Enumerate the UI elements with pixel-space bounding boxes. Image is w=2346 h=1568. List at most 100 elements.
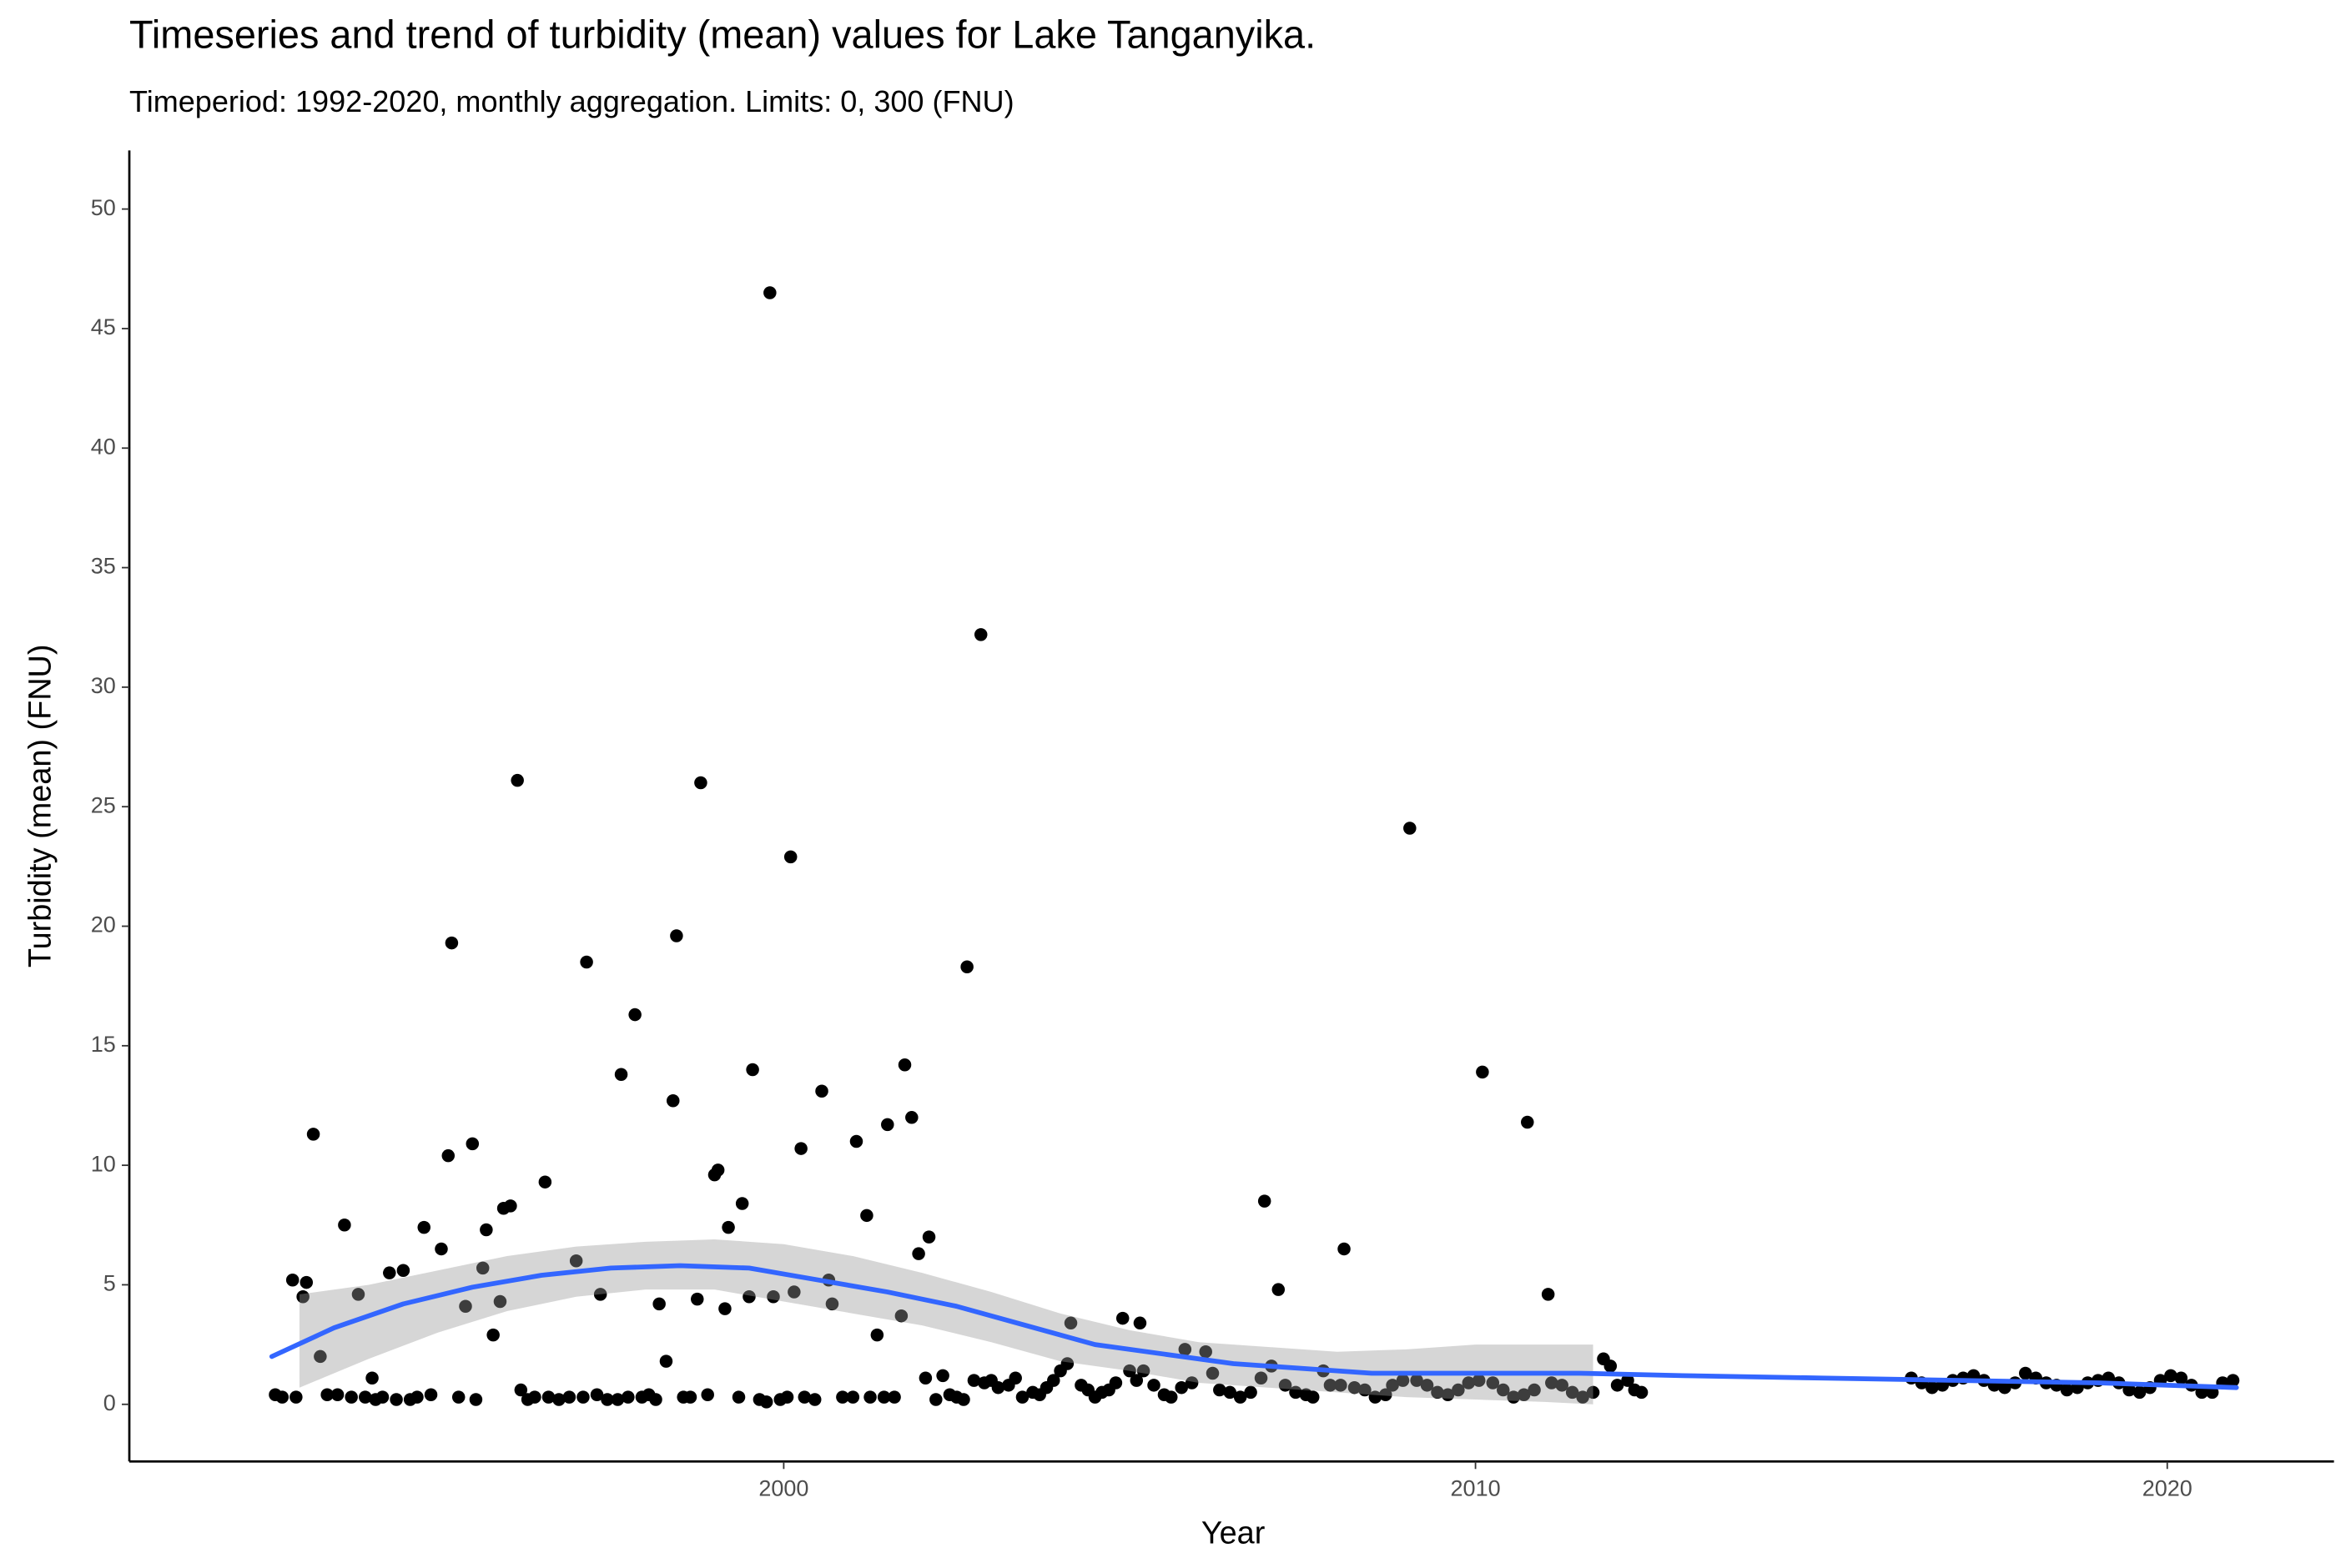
y-tick-label: 15 [91,1032,116,1057]
data-point [1064,1316,1078,1330]
data-point [1476,1065,1489,1079]
data-point [722,1220,735,1234]
data-point [743,1290,756,1304]
data-point [1130,1374,1144,1387]
data-point [538,1175,552,1189]
data-point [1379,1388,1392,1402]
data-point [493,1294,507,1309]
data-point [846,1390,860,1404]
data-point [480,1223,493,1237]
data-point [1462,1376,1476,1390]
data-point [974,628,988,641]
data-point [1185,1376,1199,1390]
y-tick-label: 45 [91,314,116,339]
data-point [441,1148,456,1163]
data-point [694,776,707,790]
data-point [365,1371,379,1385]
data-point [528,1390,541,1404]
data-point [922,1230,936,1244]
data-point [1334,1379,1347,1392]
data-point [836,1390,849,1404]
data-point [783,850,798,864]
data-point [552,1393,566,1406]
data-point [670,929,683,942]
data-point [601,1393,614,1406]
data-point [541,1390,556,1404]
data-point [825,1297,839,1311]
data-point [330,1388,345,1402]
data-point [459,1299,472,1313]
data-point [936,1369,949,1383]
data-point [794,1142,808,1155]
data-point [451,1390,466,1404]
data-point [691,1292,704,1306]
y-tick-label: 20 [91,912,116,937]
data-point [967,1374,981,1387]
data-point [718,1302,732,1315]
data-point [351,1288,365,1301]
data-point [1621,1374,1634,1387]
data-point [359,1390,372,1404]
data-point [396,1264,410,1277]
data-point [2174,1371,2188,1385]
y-tick-label: 50 [91,195,116,220]
chart-title: Timeseries and trend of turbidity (mean)… [129,13,1316,57]
data-point [1136,1364,1150,1378]
data-point [929,1393,943,1406]
y-tick-label: 30 [91,673,116,698]
data-point [1060,1357,1075,1370]
data-point [1396,1374,1410,1387]
data-point [905,1111,919,1124]
data-point [314,1349,327,1364]
chart-subtitle: Timeperiod: 1992-2020, monthly aggregati… [129,84,1014,118]
data-point [476,1261,490,1275]
data-point [898,1058,912,1072]
y-tick-label: 10 [91,1151,116,1176]
data-point [1164,1390,1178,1404]
y-tick-label: 0 [103,1390,116,1415]
data-point [1576,1390,1589,1404]
data-point [1223,1385,1236,1400]
y-tick-label: 5 [103,1271,116,1296]
data-point [511,773,524,787]
data-point [2060,1383,2074,1397]
data-point [383,1266,396,1279]
data-point [1278,1379,1292,1392]
data-point [1420,1379,1434,1392]
x-tick-label: 2020 [2142,1476,2192,1501]
data-point [1306,1390,1320,1404]
data-point [1147,1379,1160,1392]
data-point [849,1134,863,1148]
data-point [1521,1115,1534,1129]
y-tick-label: 40 [91,434,116,459]
data-point [701,1388,714,1402]
data-point [1254,1371,1268,1385]
data-point [1555,1379,1568,1392]
data-point [1199,1344,1212,1359]
data-point [1507,1390,1520,1404]
data-point [296,1290,310,1304]
data-point [1998,1380,2011,1395]
data-point [888,1390,901,1404]
data-point [1178,1343,1192,1356]
data-point [1123,1364,1136,1378]
data-point [1206,1366,1220,1380]
data-point [1337,1242,1351,1256]
data-point [285,1273,300,1287]
data-point [870,1328,884,1342]
data-point [808,1393,822,1406]
data-point [1368,1390,1382,1404]
data-point [611,1393,625,1406]
data-point [2226,1374,2240,1387]
y-tick-label: 35 [91,554,116,579]
data-point [2132,1385,2147,1400]
data-point [1926,1380,1939,1395]
data-point [417,1220,430,1234]
x-axis-title: Year [1201,1516,1265,1551]
data-point [1486,1376,1500,1390]
data-point [1586,1385,1600,1400]
data-point [1610,1379,1624,1392]
data-point [1452,1383,1465,1397]
data-point [788,1285,801,1299]
